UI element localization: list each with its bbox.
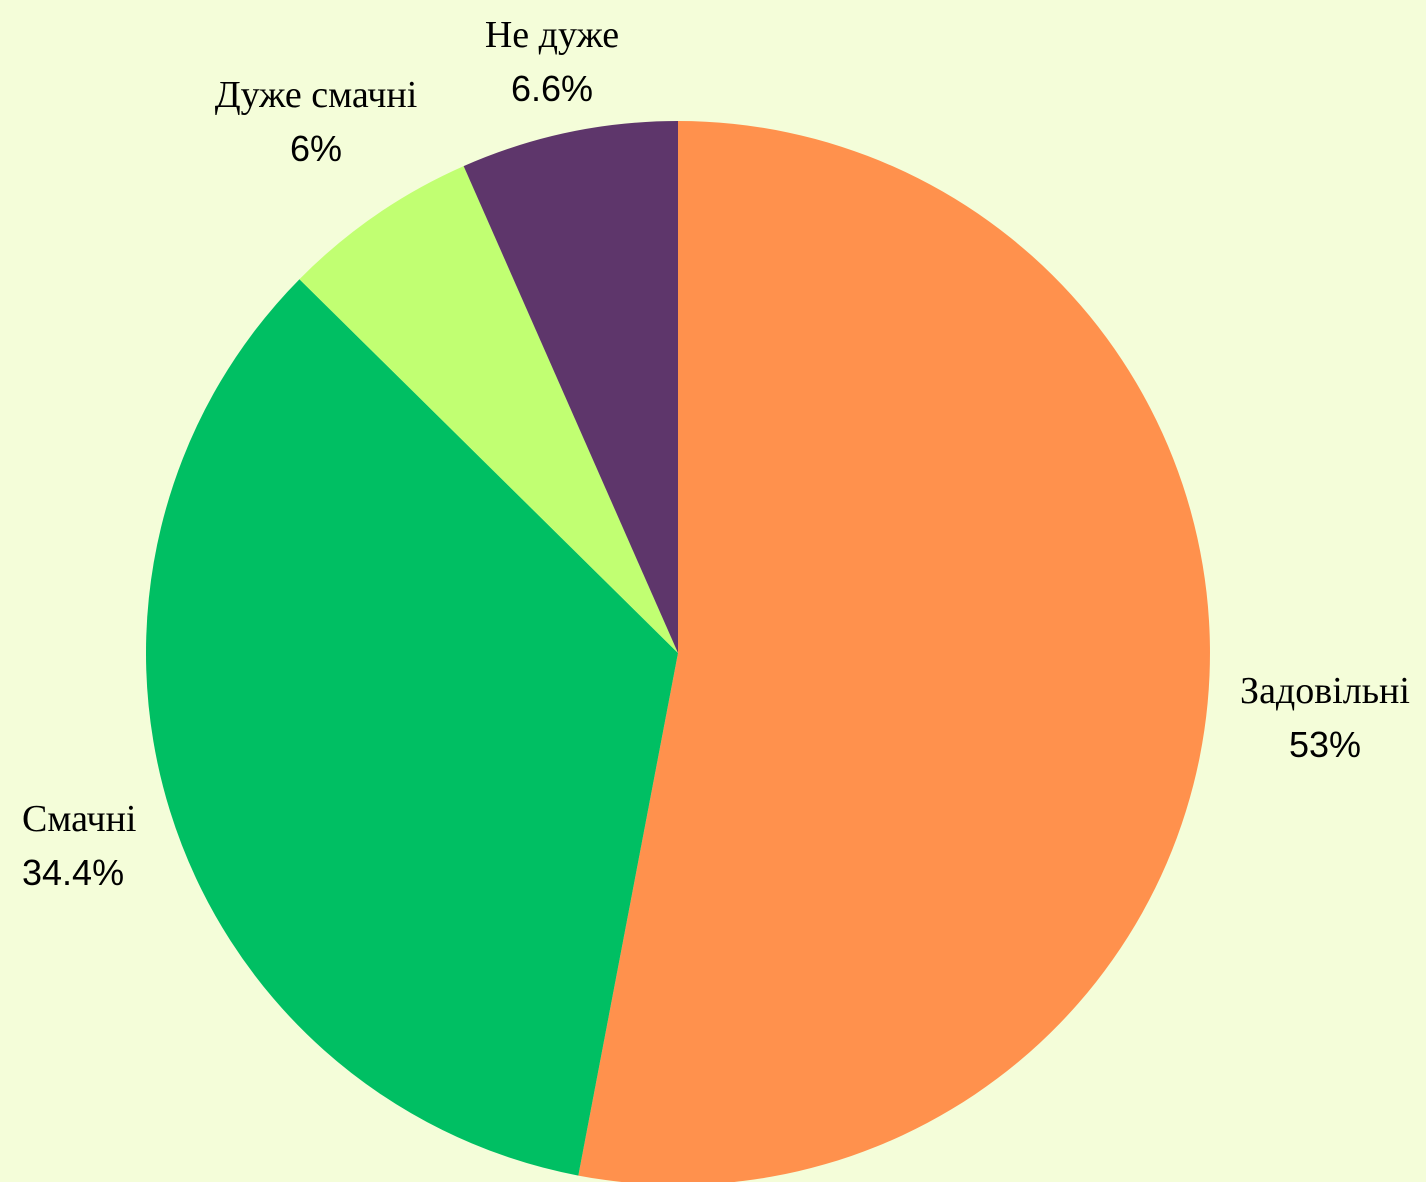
slice-value: 34.4% <box>22 851 125 893</box>
slice-value: 6.6% <box>510 67 594 109</box>
slice-value: 53% <box>1288 723 1362 765</box>
slice-name: Дуже смачні <box>214 74 418 116</box>
pie-slice-2 <box>299 166 678 653</box>
slice-name: Задовільні <box>1240 670 1410 712</box>
slice-label-smachni: Смачні 34.4% <box>22 796 136 895</box>
pie-slice-0 <box>578 121 1210 1182</box>
pie-slice-1 <box>145 279 678 1176</box>
slice-name: Не дуже <box>484 14 620 56</box>
slice-value: 6% <box>289 127 343 169</box>
slice-name: Смачні <box>22 798 137 840</box>
pie-slice-3 <box>463 121 678 653</box>
slice-label-ne-duzhe: Не дуже 6.6% <box>462 12 642 111</box>
slice-label-zadovilni: Задовільні 53% <box>1240 668 1410 767</box>
slice-label-duzhe-smachni: Дуже смачні 6% <box>196 72 436 171</box>
pie-slices <box>145 121 1210 1182</box>
